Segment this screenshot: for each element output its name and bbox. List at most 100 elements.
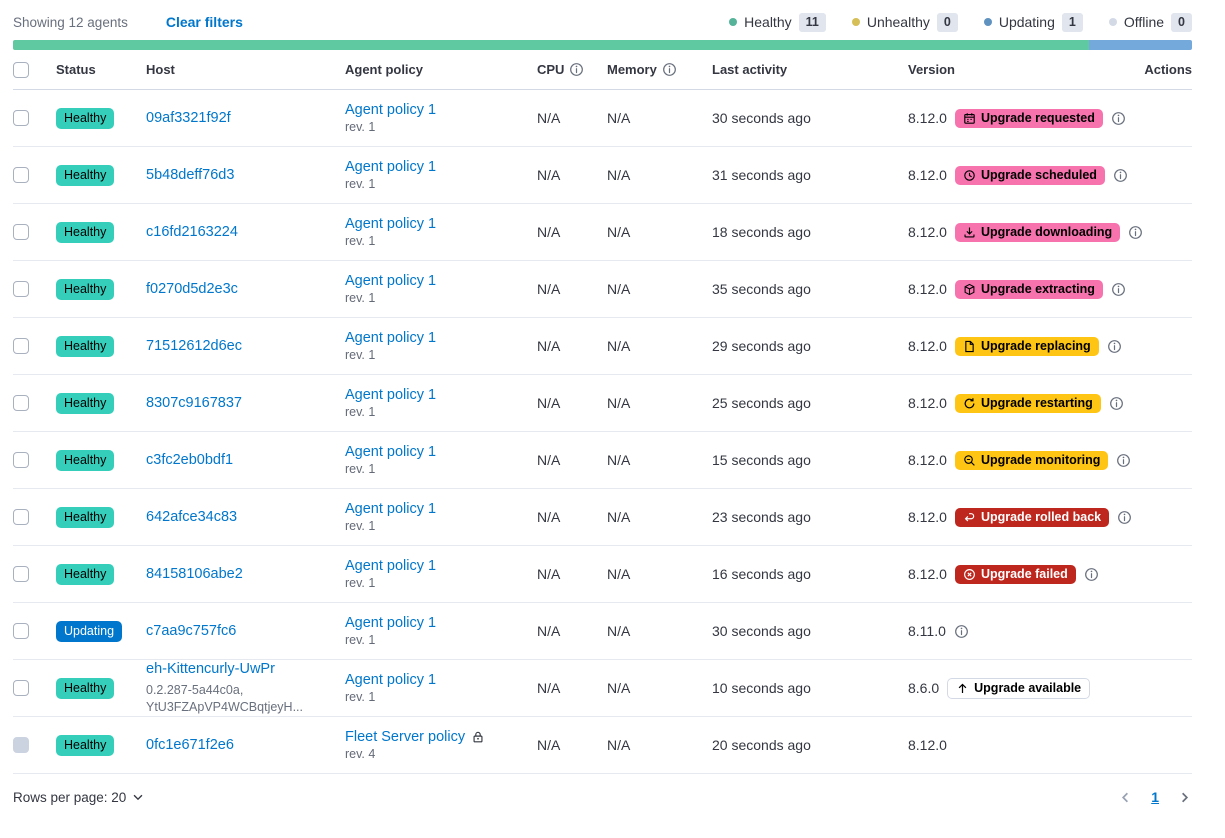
upgrade-status-badge[interactable]: Upgrade rolled back <box>954 507 1110 527</box>
policy-revision: rev. 1 <box>345 690 376 704</box>
healthy-count-badge: 11 <box>798 12 826 32</box>
row-checkbox[interactable] <box>13 566 29 582</box>
row-actions-menu-button[interactable] <box>1172 627 1180 635</box>
host-link[interactable]: 0fc1e671f2e6 <box>146 737 234 753</box>
agent-policy-link[interactable]: Agent policy 1 <box>345 216 437 232</box>
host-link[interactable]: 5b48deff76d3 <box>146 167 235 183</box>
legend-item-offline: Offline 0 <box>1108 12 1192 32</box>
next-page-button[interactable] <box>1177 790 1192 805</box>
agent-policy-link[interactable]: Agent policy 1 <box>345 159 437 175</box>
host-link[interactable]: 09af3321f92f <box>146 110 231 126</box>
upgrade-details-info-icon[interactable] <box>1113 168 1128 183</box>
row-checkbox[interactable] <box>13 395 29 411</box>
info-icon[interactable] <box>569 62 584 77</box>
info-icon[interactable] <box>662 62 677 77</box>
row-actions-menu-button[interactable] <box>1172 114 1180 122</box>
last-activity-value: 18 seconds ago <box>712 224 811 240</box>
select-all-checkbox[interactable] <box>13 61 29 78</box>
upgrade-details-info-icon[interactable] <box>1084 567 1099 582</box>
row-actions-menu-button[interactable] <box>1172 456 1180 464</box>
agent-policy-link[interactable]: Agent policy 1 <box>345 558 437 574</box>
host-link[interactable]: c3fc2eb0bdf1 <box>146 452 234 468</box>
table-body: Healthy 09af3321f92f Agent policy 1 rev.… <box>13 90 1192 774</box>
row-checkbox[interactable] <box>13 110 29 126</box>
agent-policy-link[interactable]: Agent policy 1 <box>345 273 437 289</box>
table-row: Healthy 09af3321f92f Agent policy 1 rev.… <box>13 90 1192 147</box>
row-checkbox[interactable] <box>13 167 29 183</box>
row-actions-menu-button[interactable] <box>1172 570 1180 578</box>
unhealthy-count-badge: 0 <box>936 12 958 32</box>
agent-policy-link[interactable]: Agent policy 1 <box>345 330 437 346</box>
page-number-1[interactable]: 1 <box>1151 789 1159 805</box>
version-value: 8.12.0 <box>908 224 947 240</box>
policy-revision: rev. 1 <box>345 348 376 362</box>
upgrade-details-info-icon[interactable] <box>1111 282 1126 297</box>
legend-label: Offline <box>1123 14 1165 30</box>
upgrade-status-badge[interactable]: Upgrade restarting <box>954 393 1101 413</box>
upgrade-details-info-icon[interactable] <box>1109 396 1124 411</box>
row-checkbox[interactable] <box>13 452 29 468</box>
host-link[interactable]: c7aa9c757fc6 <box>146 623 237 639</box>
agent-policy-link[interactable]: Fleet Server policy <box>345 729 466 745</box>
rows-per-page-button[interactable]: Rows per page: 20 <box>13 790 145 805</box>
policy-revision: rev. 4 <box>345 747 376 761</box>
last-activity-value: 30 seconds ago <box>712 110 811 126</box>
agent-policy-link[interactable]: Agent policy 1 <box>345 387 437 403</box>
updating-count-badge: 1 <box>1061 12 1083 32</box>
row-checkbox[interactable] <box>13 737 29 753</box>
upgrade-status-badge[interactable]: Upgrade requested <box>954 108 1103 128</box>
upgrade-status-badge[interactable]: Upgrade available <box>947 677 1091 699</box>
row-actions-menu-button[interactable] <box>1172 741 1180 749</box>
clear-filters-button[interactable]: Clear filters <box>165 14 243 30</box>
agent-policy-link[interactable]: Agent policy 1 <box>345 615 437 631</box>
status-badge: Healthy <box>56 449 115 471</box>
cpu-value: N/A <box>537 737 561 753</box>
agent-policy-link[interactable]: Agent policy 1 <box>345 102 437 118</box>
agent-policy-link[interactable]: Agent policy 1 <box>345 501 437 517</box>
row-actions-menu-button[interactable] <box>1172 171 1180 179</box>
row-checkbox[interactable] <box>13 338 29 354</box>
row-checkbox[interactable] <box>13 623 29 639</box>
status-badge: Healthy <box>56 221 115 243</box>
inspect-icon <box>963 454 976 467</box>
row-checkbox[interactable] <box>13 680 29 696</box>
row-actions-menu-button[interactable] <box>1172 399 1180 407</box>
table-row: Healthy f0270d5d2e3c Agent policy 1 rev.… <box>13 261 1192 318</box>
host-link[interactable]: 8307c9167837 <box>146 395 242 411</box>
upgrade-details-info-icon[interactable] <box>1116 453 1131 468</box>
upgrade-details-info-icon[interactable] <box>1107 339 1122 354</box>
row-actions-menu-button[interactable] <box>1172 228 1180 236</box>
upgrade-details-info-icon[interactable] <box>1117 510 1132 525</box>
host-link[interactable]: 642afce34c83 <box>146 509 238 525</box>
memory-value: N/A <box>607 395 631 411</box>
row-checkbox[interactable] <box>13 281 29 297</box>
row-actions-menu-button[interactable] <box>1172 684 1180 692</box>
upgrade-status-badge[interactable]: Upgrade downloading <box>954 222 1121 242</box>
previous-page-button[interactable] <box>1118 790 1133 805</box>
agent-policy-link[interactable]: Agent policy 1 <box>345 672 437 688</box>
host-link[interactable]: eh-Kittencurly-UwPr <box>146 660 275 677</box>
upgrade-status-badge[interactable]: Upgrade monitoring <box>954 450 1109 470</box>
row-actions-menu-button[interactable] <box>1172 342 1180 350</box>
host-link[interactable]: 84158106abe2 <box>146 566 243 582</box>
row-actions-menu-button[interactable] <box>1172 513 1180 521</box>
row-actions-menu-button[interactable] <box>1172 285 1180 293</box>
upgrade-status-badge[interactable]: Upgrade scheduled <box>954 165 1105 185</box>
cpu-value: N/A <box>537 281 561 297</box>
clock-icon <box>963 169 976 182</box>
host-link[interactable]: c16fd2163224 <box>146 224 238 240</box>
upgrade-details-info-icon[interactable] <box>954 624 969 639</box>
row-checkbox[interactable] <box>13 224 29 240</box>
agent-policy-link[interactable]: Agent policy 1 <box>345 444 437 460</box>
last-activity-value: 25 seconds ago <box>712 395 811 411</box>
upgrade-status-badge[interactable]: Upgrade failed <box>954 564 1076 584</box>
host-link[interactable]: 71512612d6ec <box>146 338 242 354</box>
upgrade-status-badge[interactable]: Upgrade replacing <box>954 336 1099 356</box>
upgrade-details-info-icon[interactable] <box>1111 111 1126 126</box>
row-checkbox[interactable] <box>13 509 29 525</box>
upgrade-details-info-icon[interactable] <box>1128 225 1143 240</box>
upgrade-status-badge[interactable]: Upgrade extracting <box>954 279 1103 299</box>
host-link[interactable]: f0270d5d2e3c <box>146 281 238 297</box>
policy-revision: rev. 1 <box>345 234 376 248</box>
